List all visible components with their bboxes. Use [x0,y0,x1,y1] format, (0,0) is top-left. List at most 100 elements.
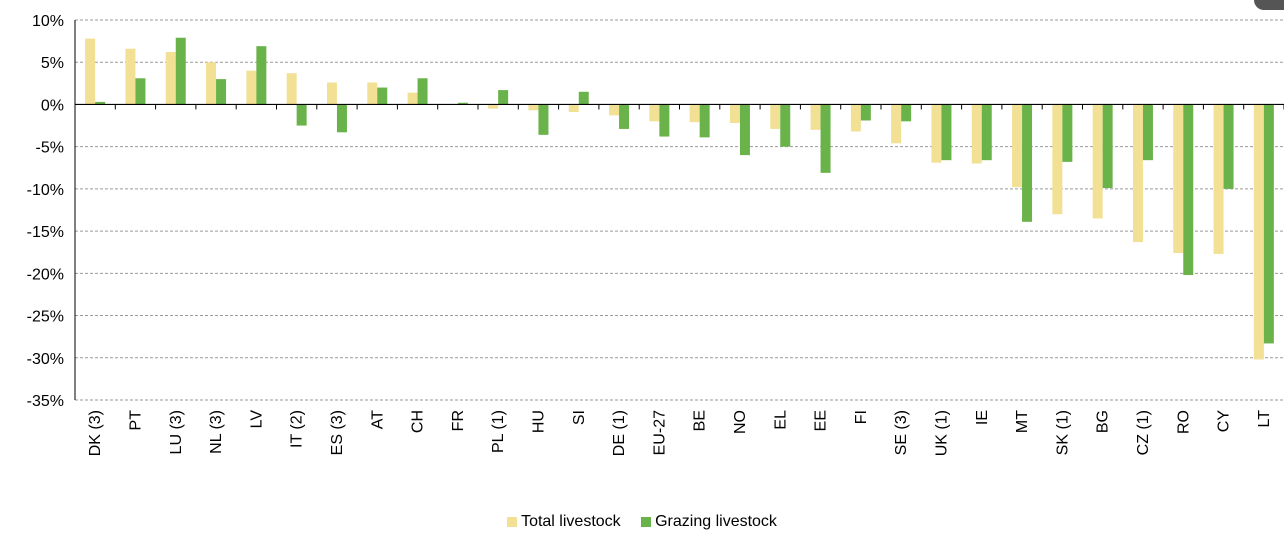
category-label: AT [369,410,386,429]
bar-grazing-livestock [498,90,509,105]
category-label: EE [813,410,830,431]
category-label: UK (1) [933,410,950,456]
bar-total-livestock [1092,104,1103,219]
y-tick-label: 5% [41,55,64,72]
category-label: FI [853,410,870,424]
category-label: MT [1014,410,1031,433]
bar-total-livestock [729,104,740,124]
bar-grazing-livestock [780,104,791,147]
category-label: DK (3) [87,410,104,456]
bar-grazing-livestock [1102,104,1113,189]
category-label: PT [127,410,144,431]
bar-grazing-livestock [860,104,871,121]
category-label: HU [530,410,547,433]
category-label: CY [1216,410,1233,433]
bar-total-livestock [689,104,700,123]
legend-swatch-total-livestock [507,517,518,527]
bar-total-livestock [850,104,861,132]
category-label: LT [1256,410,1273,428]
y-tick-label: -5% [36,140,64,157]
category-label: IT (2) [289,410,306,448]
legend-swatch-grazing-livestock [641,517,652,527]
y-tick-label: -10% [27,182,64,199]
category-label: BG [1095,410,1112,433]
bar-total-livestock [407,92,418,105]
bar-total-livestock [367,82,378,105]
legend: Total livestock Grazing livestock [0,513,1284,532]
y-tick-label: -15% [27,224,64,241]
bar-grazing-livestock [216,79,227,105]
category-label: FR [450,410,467,431]
bar-total-livestock [649,104,660,122]
bar-grazing-livestock [95,101,106,105]
bar-grazing-livestock [1022,104,1033,222]
bar-total-livestock [810,104,821,130]
y-tick-label: -20% [27,266,64,283]
category-label: SI [571,410,588,425]
category-label: LV [248,410,265,429]
bar-grazing-livestock [981,104,992,161]
category-label: SE (3) [893,410,910,455]
bar-total-livestock [125,48,136,105]
bar-total-livestock [1012,104,1023,188]
bar-total-livestock [1213,104,1224,254]
bar-grazing-livestock [820,104,831,173]
category-label: SK (1) [1054,410,1071,455]
category-label: CH [410,410,427,433]
bar-grazing-livestock [1263,104,1274,344]
bar-grazing-livestock [619,104,630,129]
legend-item-grazing-livestock: Grazing livestock [641,513,777,531]
bar-grazing-livestock [1142,104,1153,161]
y-tick-label: 0% [41,97,64,114]
bar-total-livestock [1132,104,1143,243]
corner-logo-fragment [1254,0,1284,10]
bar-grazing-livestock [739,104,750,156]
bar-grazing-livestock [296,104,307,126]
bar-grazing-livestock [901,104,912,122]
y-tick-label: -30% [27,351,64,368]
category-label: NO [732,410,749,434]
category-label: PL (1) [490,410,507,453]
category-label: RO [1175,410,1192,434]
bar-grazing-livestock [175,37,186,105]
bar-grazing-livestock [377,87,388,105]
y-tick-label: -25% [27,309,64,326]
bar-chart: 10% 5% 0% -5% -10% -15% -20% -25% -30% -35% DK (3)… [27,13,1284,456]
bar-grazing-livestock [538,104,549,135]
bar-grazing-livestock [256,46,267,105]
bar-total-livestock [568,104,579,113]
bar-grazing-livestock [578,91,589,105]
bar-grazing-livestock [457,102,468,105]
bar-total-livestock [1052,104,1063,215]
category-label: CZ (1) [1135,410,1152,455]
bar-grazing-livestock [941,104,952,161]
bar-total-livestock [85,38,96,105]
bar-total-livestock [770,104,781,129]
bar-grazing-livestock [135,78,146,105]
bar-total-livestock [931,104,942,163]
bar-total-livestock [971,104,982,164]
bar-total-livestock [609,104,620,116]
category-label: BE [692,410,709,431]
y-tick-label: -35% [27,393,64,410]
y-tick-label: 10% [32,13,64,30]
category-label: DE (1) [611,410,628,456]
bar-grazing-livestock [659,104,670,137]
legend-item-total-livestock: Total livestock [507,513,621,531]
bar-total-livestock [488,104,499,109]
legend-label-grazing-livestock: Grazing livestock [655,513,777,530]
legend-label-total-livestock: Total livestock [521,513,621,530]
bar-grazing-livestock [1183,104,1194,276]
category-label: IE [974,410,991,425]
category-label: LU (3) [168,410,185,454]
bar-total-livestock [206,62,217,105]
bar-total-livestock [528,104,539,111]
bar-total-livestock [1253,104,1264,360]
bar-total-livestock [246,70,257,105]
bar-total-livestock [891,104,902,144]
bar-grazing-livestock [336,104,347,133]
category-label: EU-27 [651,410,668,455]
bar-total-livestock [286,73,297,105]
category-label: EL [772,410,789,430]
category-label: ES (3) [329,410,346,455]
